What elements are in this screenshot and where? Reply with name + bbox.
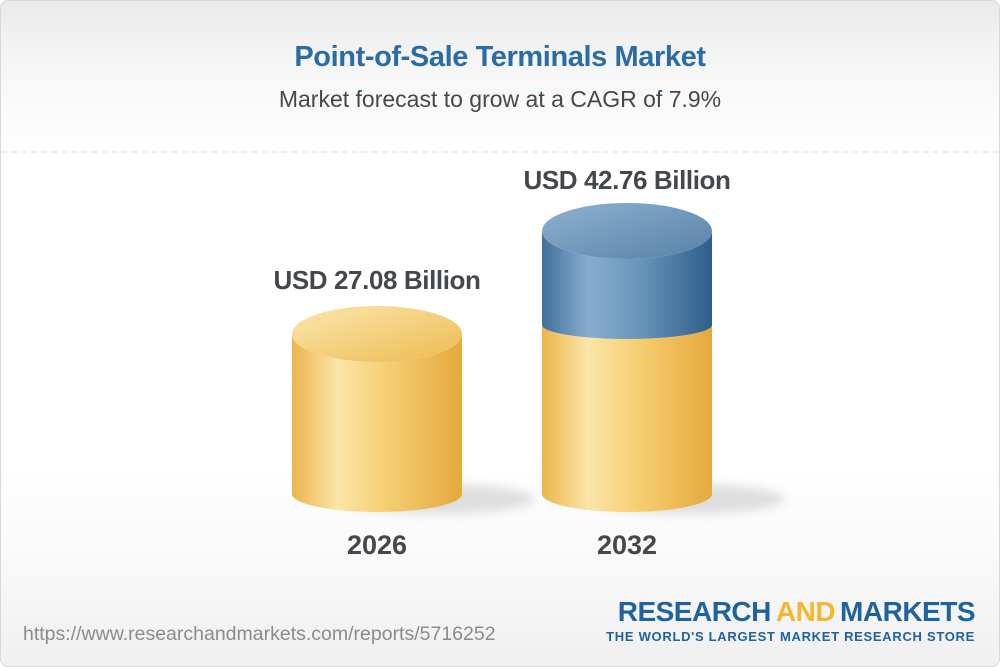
value-label-2032: USD 42.76 Billion bbox=[523, 165, 731, 195]
category-label-2026: 2026 bbox=[346, 530, 408, 560]
logo-word-markets: MARKETS bbox=[840, 596, 975, 627]
bar-2026-body bbox=[292, 334, 462, 512]
page-subtitle: Market forecast to grow at a CAGR of 7.9… bbox=[278, 86, 722, 112]
dashed-separator bbox=[1, 151, 999, 153]
logo-tagline: THE WORLD'S LARGEST MARKET RESEARCH STOR… bbox=[606, 629, 975, 644]
research-and-markets-logo: RESEARCH AND MARKETS THE WORLD'S LARGEST M… bbox=[606, 596, 976, 644]
category-label-2032: 2032 bbox=[596, 530, 658, 560]
cylinder-bar-chart bbox=[292, 203, 785, 514]
report-url: https://www.researchandmarkets.com/repor… bbox=[23, 623, 496, 645]
page-title: Point-of-Sale Terminals Market bbox=[294, 41, 706, 73]
bar-2032-yellow-segment bbox=[542, 325, 712, 512]
bar-2032-top bbox=[542, 203, 712, 259]
logo-wordmark: RESEARCH AND MARKETS bbox=[606, 596, 976, 627]
bar-2026-top bbox=[292, 306, 462, 362]
logo-word-research: RESEARCH bbox=[617, 596, 772, 627]
logo-word-and: AND bbox=[775, 596, 836, 627]
value-label-2026: USD 27.08 Billion bbox=[273, 265, 481, 295]
bar-2032-blue-segment bbox=[542, 231, 712, 339]
